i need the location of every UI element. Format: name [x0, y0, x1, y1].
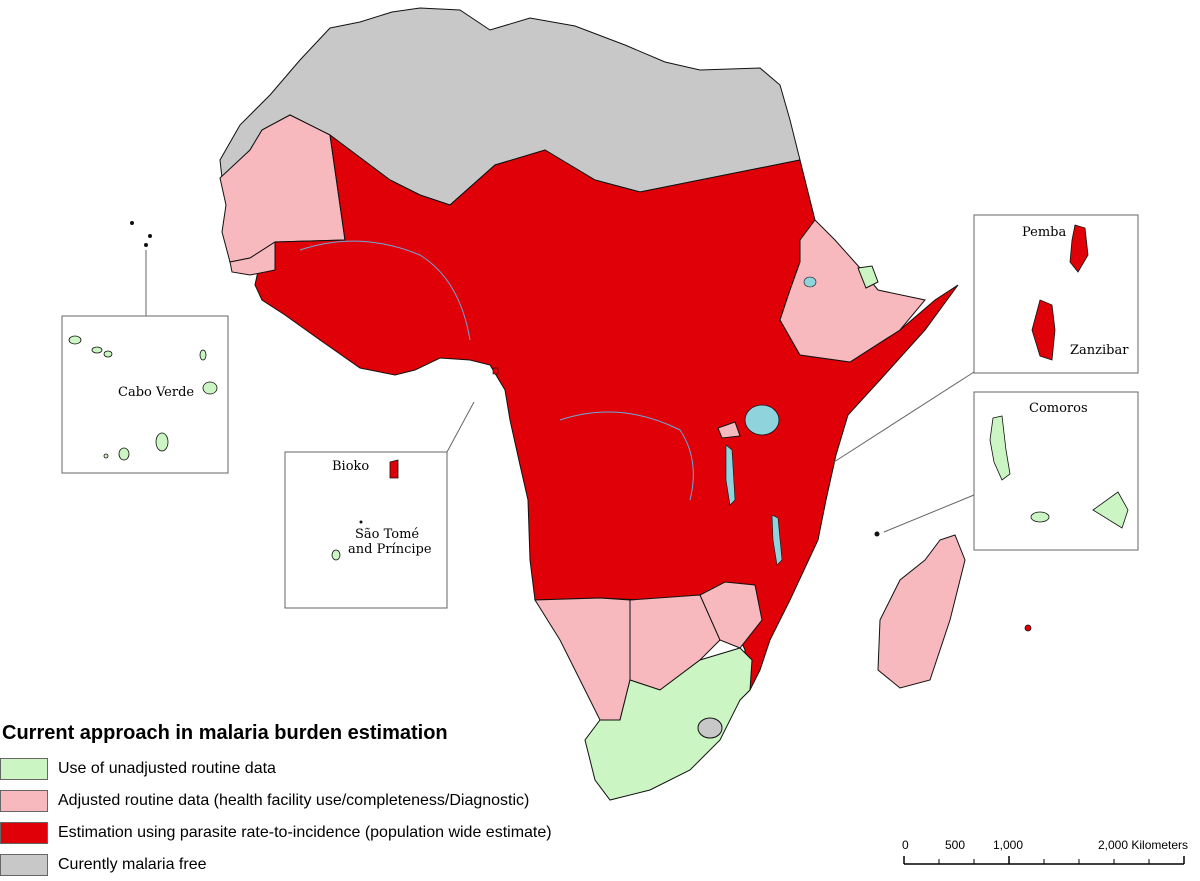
- label-sao-tome-line1: São Tomé: [355, 527, 419, 542]
- scale-tick-1000: 1,000: [993, 838, 1024, 852]
- legend-title: Current approach in malaria burden estim…: [2, 722, 448, 744]
- legend-swatch-malaria-free: [0, 854, 48, 876]
- legend-label-parasite-rate: Estimation using parasite rate-to-incide…: [58, 824, 552, 841]
- region-madagascar-adjusted: [877, 534, 966, 689]
- label-pemba: Pemba: [1022, 225, 1067, 240]
- island-mauritius: [1024, 624, 1032, 632]
- scale-tick-0: 0: [902, 838, 909, 852]
- island-cabo-verde-main-1: [130, 221, 134, 225]
- legend-label-malaria-free: Curently malaria free: [58, 856, 207, 873]
- river-niger: [299, 240, 471, 341]
- island-cabo-verde-main-3: [144, 243, 148, 247]
- label-sao-tome-line2: and Príncipe: [348, 542, 432, 557]
- island-cabo-verde-main-2: [148, 234, 152, 238]
- island-comoros-main: [874, 531, 880, 537]
- legend-swatch-adjusted: [0, 790, 48, 812]
- region-lesotho-malaria-free: [697, 717, 723, 739]
- scale-tick-500: 500: [945, 838, 966, 852]
- legend-item-unadjusted: Use of unadjusted routine data: [0, 753, 620, 785]
- scale-bar: 0 500 1,000 2,000 Kilometers: [880, 838, 1200, 878]
- region-djibouti-unadjusted: [857, 265, 879, 289]
- region-ethiopia-adjusted: [779, 219, 926, 363]
- region-south-africa-unadjusted: [584, 647, 753, 801]
- lake-tana: [803, 276, 817, 288]
- scale-bar-graphic: [903, 856, 1185, 865]
- region-namibia-adjusted: [534, 597, 631, 721]
- legend-swatch-unadjusted: [0, 758, 48, 780]
- lake-victoria: [744, 404, 780, 436]
- inset-comoros: [883, 391, 1139, 551]
- region-rwanda-adjusted: [717, 421, 741, 439]
- inset-pemba-zanzibar: [833, 214, 1139, 463]
- scale-tick-2000: 2,000 Kilometers: [1098, 838, 1189, 852]
- inset-bioko-sao-tome: [284, 401, 475, 609]
- label-zanzibar: Zanzibar: [1070, 343, 1129, 358]
- label-bioko: Bioko: [332, 459, 369, 474]
- legend-item-malaria-free: Curently malaria free: [0, 849, 620, 881]
- legend: Current approach in malaria burden estim…: [0, 722, 620, 881]
- region-senegal-adjusted: [229, 241, 276, 276]
- region-zimbabwe-adjusted: [699, 581, 763, 649]
- legend-label-unadjusted: Use of unadjusted routine data: [58, 760, 276, 777]
- region-parasite-rate-main: [254, 133, 959, 702]
- lake-malawi: [771, 514, 783, 566]
- legend-item-adjusted: Adjusted routine data (health facility u…: [0, 785, 620, 817]
- inset-cabo-verde: [61, 250, 229, 474]
- legend-swatch-parasite-rate: [0, 822, 48, 844]
- legend-label-adjusted: Adjusted routine data (health facility u…: [58, 792, 530, 809]
- label-cabo-verde: Cabo Verde: [118, 385, 194, 400]
- legend-item-parasite-rate: Estimation using parasite rate-to-incide…: [0, 817, 620, 849]
- lake-tanganyika: [725, 444, 736, 506]
- river-congo: [559, 411, 694, 501]
- island-bioko-main: [492, 367, 499, 375]
- label-comoros: Comoros: [1029, 401, 1088, 416]
